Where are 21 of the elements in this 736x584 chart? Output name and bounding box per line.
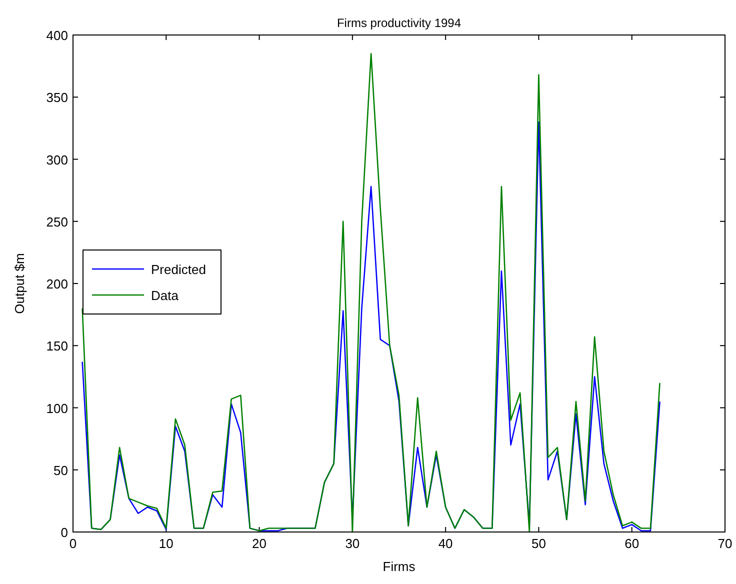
x-tick-label: 40	[438, 536, 453, 551]
x-tick-label: 50	[531, 536, 546, 551]
x-tick-label: 60	[624, 536, 640, 551]
y-tick-label: 200	[46, 276, 68, 292]
x-tick-label: 70	[718, 536, 732, 551]
legend-label: Data	[151, 288, 180, 303]
x-axis-title: Firms	[382, 559, 416, 574]
y-axis-title: Output $m	[12, 253, 27, 314]
x-tick-label: 30	[345, 536, 360, 551]
y-tick-label: 50	[54, 462, 68, 478]
y-tick-label: 250	[46, 214, 68, 230]
y-tick-label: 0	[60, 525, 68, 540]
y-tick-label: 100	[46, 400, 68, 416]
chart-title: Firms productivity 1994	[336, 16, 462, 30]
y-tick-label: 150	[46, 338, 68, 354]
y-tick-label: 400	[46, 28, 68, 43]
y-tick-label: 300	[46, 152, 68, 168]
y-tick-label: 350	[46, 90, 68, 106]
legend-label: Predicted	[151, 262, 206, 277]
x-tick-label: 10	[158, 536, 174, 551]
x-tick-label: 20	[252, 536, 267, 551]
